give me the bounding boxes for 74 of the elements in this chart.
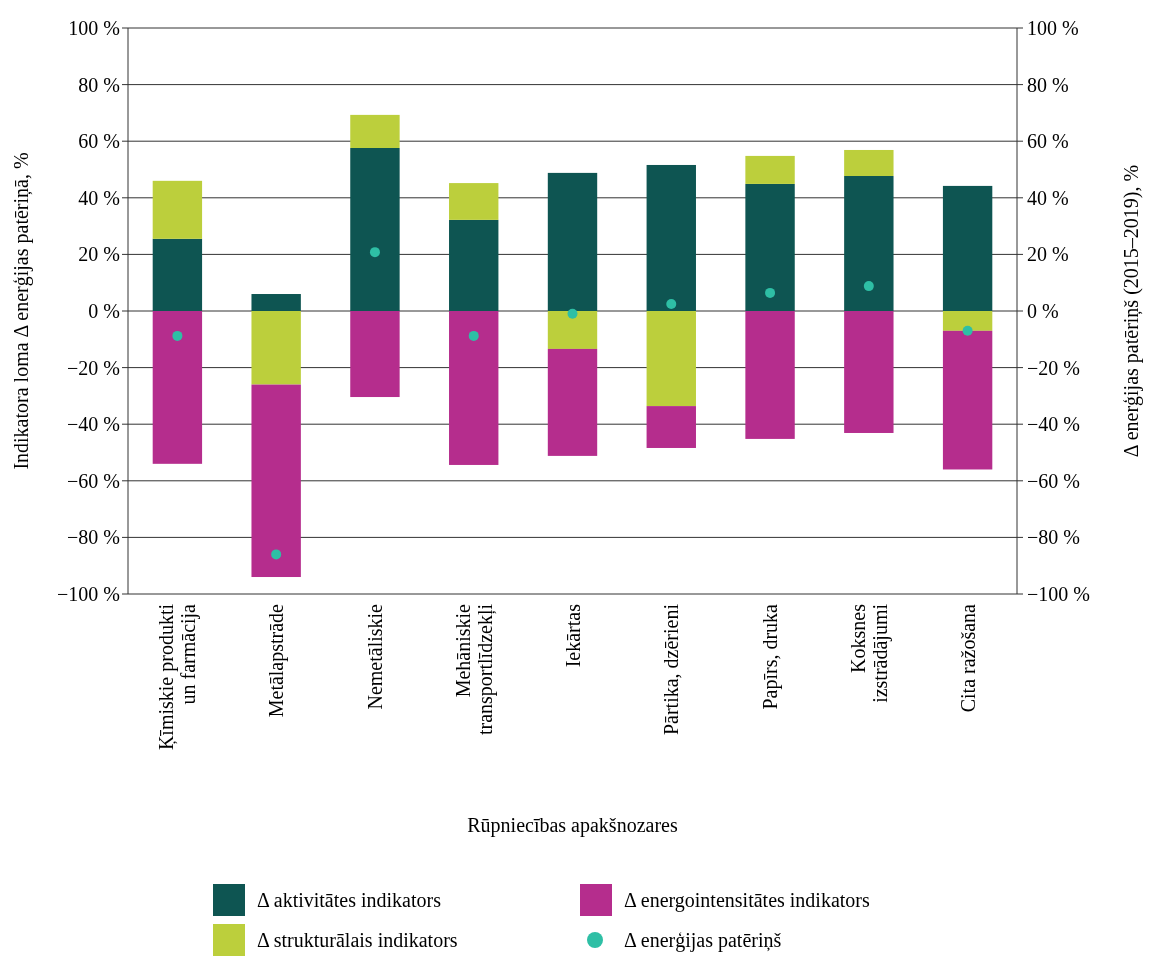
- x-tick-label: Pārtika, dzērieni: [660, 603, 683, 736]
- bar: [251, 384, 301, 578]
- bar: [547, 172, 598, 311]
- y2-tick-label: 80 %: [1027, 73, 1069, 96]
- bar: [152, 180, 203, 239]
- y2-tick-label: −40 %: [1027, 413, 1080, 436]
- bar: [844, 176, 894, 311]
- point: [765, 287, 776, 298]
- x-tick-label: Mehāniskie transportlīdzekļi: [451, 603, 497, 736]
- y-tick-label: −60 %: [67, 469, 120, 492]
- bar: [942, 330, 993, 470]
- y2-tick-label: 60 %: [1027, 130, 1069, 153]
- x-tick-label: Metālapstrāde: [265, 603, 289, 718]
- legend-label: Δ enerģijas patēriņš: [624, 929, 782, 952]
- y-tick-label: 100 %: [68, 17, 120, 39]
- y-tick-label: 0 %: [88, 300, 120, 322]
- bar: [646, 406, 696, 448]
- bar: [152, 311, 203, 464]
- y-tick-label: 60 %: [78, 130, 120, 153]
- legend-label: Δ strukturālais indikators: [257, 929, 458, 951]
- legend-label: Δ energointensitātes indikators: [624, 889, 870, 912]
- x-tick-label: Iekārtas: [561, 603, 584, 668]
- point: [369, 247, 380, 258]
- bar: [646, 311, 696, 407]
- y-tick-label: 20 %: [78, 243, 120, 266]
- bar: [449, 311, 499, 465]
- y2-tick-label: 100 %: [1027, 17, 1079, 39]
- y2-tick-label: 20 %: [1027, 243, 1069, 266]
- y-tick-label: −100 %: [57, 583, 120, 605]
- point: [271, 549, 282, 560]
- point: [468, 330, 479, 341]
- bar: [152, 238, 203, 311]
- bar: [745, 183, 795, 311]
- y2-axis-title: Δ enerģijas patēriņš (2015–2019), %: [1120, 164, 1143, 458]
- x-tick-label: Papīrs, druka: [759, 603, 783, 710]
- x-tick-label: Cita ražošana: [956, 603, 979, 713]
- bar: [251, 294, 301, 311]
- y2-tick-label: −80 %: [1027, 526, 1080, 549]
- y-axis-title: Indikatora loma Δ enerģijas patēriņā, %: [10, 152, 33, 470]
- point: [567, 308, 578, 319]
- point: [172, 330, 183, 341]
- bar: [942, 185, 993, 311]
- bar: [449, 183, 499, 220]
- y2-tick-label: 40 %: [1027, 186, 1069, 209]
- y2-tick-label: −60 %: [1027, 469, 1080, 492]
- bar: [449, 219, 499, 311]
- bar: [745, 155, 795, 184]
- bar: [350, 147, 400, 311]
- point: [666, 298, 677, 309]
- x-tick-label: Ķīmiskie produkti un farmācija: [155, 603, 201, 751]
- y2-tick-label: −100 %: [1027, 583, 1090, 605]
- bar: [547, 348, 598, 456]
- bar: [745, 311, 795, 439]
- y2-tick-label: −20 %: [1027, 356, 1080, 379]
- bar: [350, 114, 400, 148]
- x-axis-title: Rūpniecības apakšnozares: [467, 814, 678, 837]
- x-tick-label: Nemetāliskie: [363, 603, 386, 710]
- bar: [942, 311, 993, 331]
- legend-label: Δ aktivitātes indikators: [257, 889, 442, 911]
- y-tick-label: −40 %: [67, 413, 120, 436]
- bar: [547, 311, 598, 349]
- point: [863, 281, 874, 292]
- bar: [646, 164, 696, 311]
- bar: [251, 311, 301, 385]
- x-tick-label: Koksnes izstrādājumi: [846, 603, 892, 703]
- y-tick-label: 40 %: [78, 186, 120, 209]
- bar: [844, 149, 894, 177]
- bar: [350, 311, 400, 398]
- y-tick-label: −80 %: [67, 526, 120, 549]
- y2-tick-label: 0 %: [1027, 300, 1059, 322]
- point: [962, 325, 973, 336]
- bar: [844, 311, 894, 433]
- y-tick-label: −20 %: [67, 356, 120, 379]
- y-tick-label: 80 %: [78, 73, 120, 96]
